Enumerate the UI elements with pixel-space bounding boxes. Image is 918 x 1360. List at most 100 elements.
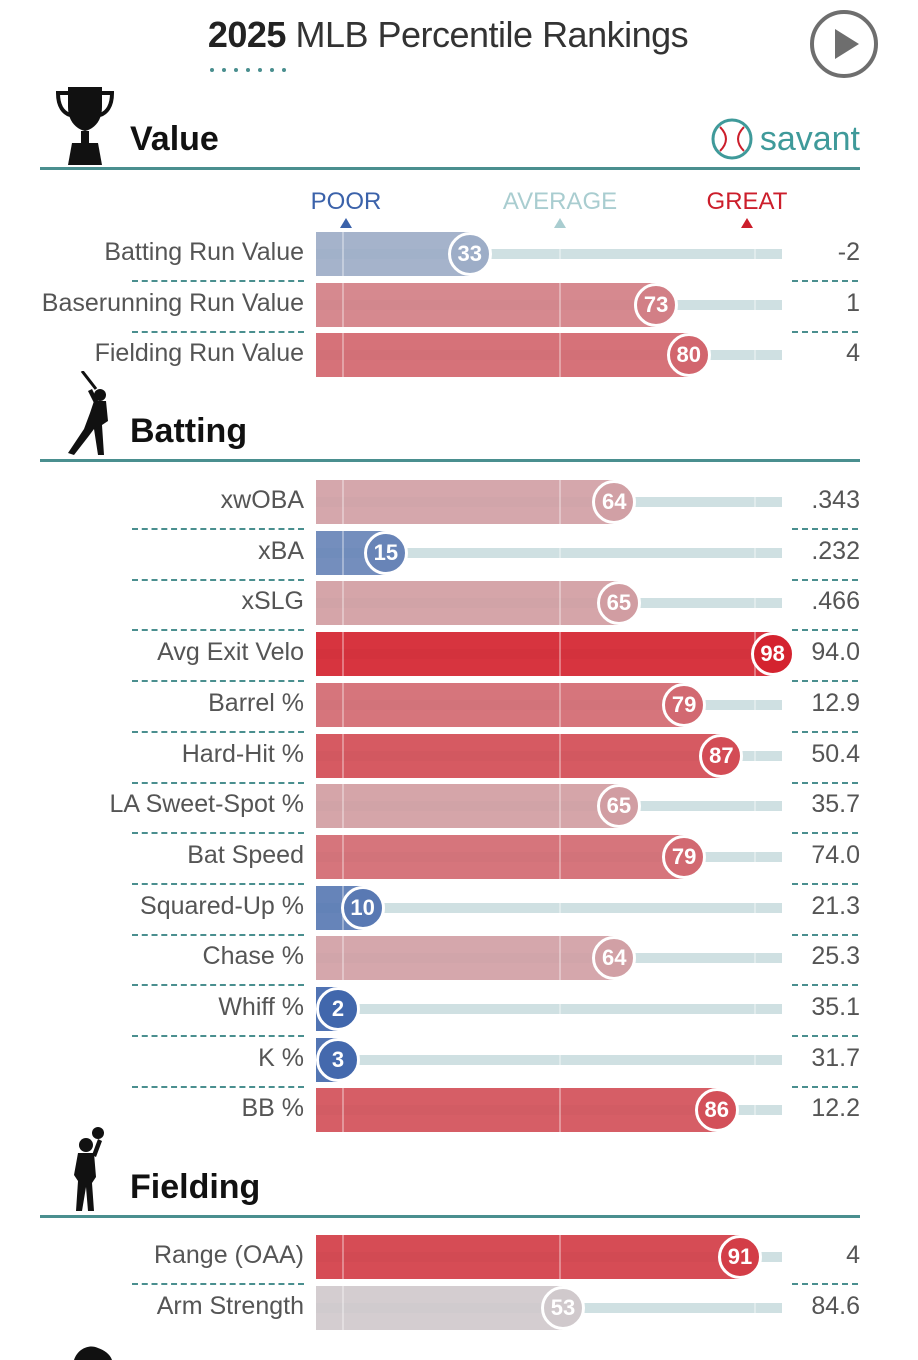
metric-row-batting[interactable]: Squared-Up % 10 21.3 [0, 885, 918, 936]
metric-label: Barrel % [208, 688, 304, 717]
metric-row-value[interactable]: Fielding Run Value 80 4 [0, 333, 918, 378]
metric-label: Range (OAA) [153, 1241, 304, 1269]
percentile-circle: 87 [699, 733, 744, 778]
metric-label: Hard-Hit % [181, 739, 304, 768]
great-tick [754, 1088, 756, 1133]
metric-value: 94.0 [811, 638, 860, 667]
metric-row-batting[interactable]: Hard-Hit % 87 50.4 [0, 733, 918, 784]
row-divider [792, 1283, 858, 1285]
percentile-bar [316, 1088, 717, 1133]
metric-row-batting[interactable]: xBA 15 .232 [0, 530, 918, 581]
section-title-fielding: Fielding [130, 1168, 261, 1206]
metric-row-value[interactable]: Batting Run Value 33 -2 [0, 232, 918, 282]
percentile-bar [316, 1235, 741, 1279]
metric-label: xSLG [241, 587, 304, 616]
average-tick [559, 1037, 561, 1082]
metric-row-batting[interactable]: Barrel % 79 12.9 [0, 682, 918, 733]
savant-logo[interactable]: savant [710, 117, 860, 161]
trophy-icon [55, 87, 115, 165]
metric-row-value[interactable]: Baserunning Run Value 73 1 [0, 282, 918, 333]
percentile-circle: 53 [540, 1285, 585, 1330]
average-tick [559, 632, 561, 677]
metric-label: Bat Speed [187, 840, 304, 869]
percentile-bar [316, 834, 685, 879]
percentile-bar [316, 333, 689, 378]
average-tick [559, 936, 561, 981]
metric-row-batting[interactable]: LA Sweet-Spot % 65 35.7 [0, 784, 918, 835]
row-divider [132, 528, 304, 530]
average-tick [559, 232, 561, 276]
poor-tick [342, 936, 344, 981]
percentile-bar [316, 1285, 563, 1330]
poor-tick [342, 232, 344, 276]
great-tick [754, 333, 756, 378]
metric-value: 4 [846, 1241, 860, 1269]
percentile-bar [316, 784, 619, 829]
metric-row-batting[interactable]: BB % 86 12.2 [0, 1088, 918, 1133]
great-tick [754, 784, 756, 829]
metric-row-batting[interactable]: Avg Exit Velo 98 94.0 [0, 632, 918, 683]
average-tick [559, 1235, 561, 1279]
metric-row-batting[interactable]: Whiff % 2 35.1 [0, 987, 918, 1037]
metric-value: 74.0 [811, 840, 860, 869]
percentile-track [316, 902, 782, 913]
metric-value: 25.3 [811, 942, 860, 971]
row-divider [792, 832, 858, 835]
metric-row-batting[interactable]: Chase % 64 25.3 [0, 936, 918, 987]
percentile-circle: 2 [316, 987, 360, 1031]
metric-value: 84.6 [811, 1291, 860, 1320]
metric-row-batting[interactable]: xSLG 65 .466 [0, 581, 918, 632]
scale-average-label: AVERAGE [502, 188, 618, 215]
percentile-bar [316, 733, 722, 778]
great-tick [754, 480, 756, 524]
row-divider [792, 1035, 858, 1037]
percentile-bar [316, 232, 470, 276]
percentile-circle: 80 [666, 333, 711, 378]
metric-value: 12.2 [811, 1094, 860, 1123]
average-tick [559, 784, 561, 829]
average-tick [559, 282, 561, 327]
percentile-circle: 33 [447, 232, 492, 276]
scale-poor: POOR [306, 188, 386, 228]
metric-label: xBA [258, 536, 304, 565]
percentile-bar [316, 480, 615, 524]
percentile-bar [316, 632, 773, 677]
row-divider [792, 730, 858, 733]
baseball-icon [711, 118, 753, 160]
poor-tick [342, 682, 344, 727]
batter-icon [68, 371, 108, 455]
great-tick [754, 834, 756, 879]
scale-poor-label: POOR [310, 188, 382, 215]
row-divider [792, 781, 858, 784]
percentile-bar [316, 581, 619, 626]
metric-value: 4 [846, 339, 860, 368]
title-year: 2025 [207, 14, 287, 55]
great-tick [754, 1037, 756, 1082]
poor-tick [342, 784, 344, 829]
poor-tick [342, 1285, 344, 1330]
metric-row-batting[interactable]: K % 3 31.7 [0, 1037, 918, 1088]
play-button[interactable] [810, 10, 878, 78]
metric-value: 21.3 [811, 891, 860, 920]
metric-value: -2 [837, 238, 860, 266]
savant-brand-text: savant [759, 119, 860, 158]
row-divider [792, 578, 858, 581]
percentile-circle: 64 [592, 936, 637, 981]
percentile-circle: 15 [363, 530, 408, 575]
percentile-circle: 79 [662, 834, 707, 879]
row-divider [792, 1085, 858, 1088]
metric-value: 50.4 [811, 739, 860, 768]
metric-row-fielding[interactable]: Range (OAA) 91 4 [0, 1235, 918, 1285]
section-title-batting: Batting [130, 412, 248, 450]
average-tick [559, 480, 561, 524]
great-tick [754, 232, 756, 276]
section-title-value: Value [130, 120, 219, 158]
percentile-track [316, 1054, 782, 1065]
metric-row-batting[interactable]: Bat Speed 79 74.0 [0, 834, 918, 885]
metric-row-fielding[interactable]: Arm Strength 53 84.6 [0, 1285, 918, 1330]
metric-value: 35.7 [811, 790, 860, 819]
metric-row-batting[interactable]: xwOBA 64 .343 [0, 480, 918, 530]
percentile-circle: 73 [634, 282, 679, 327]
average-tick [559, 987, 561, 1031]
metric-label: Fielding Run Value [94, 339, 304, 368]
